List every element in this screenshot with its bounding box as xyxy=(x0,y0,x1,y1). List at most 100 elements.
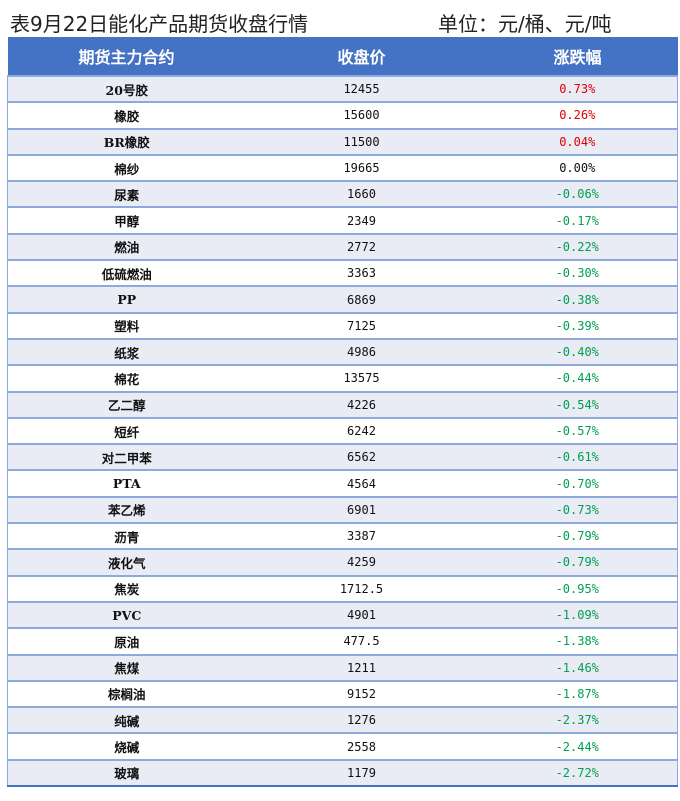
contract-cell: 乙二醇 xyxy=(7,390,246,418)
futures-table: 期货主力合约 收盘价 涨跌幅 20号胶 12455 0.73% 橡胶 15600 0.26… xyxy=(7,37,678,788)
table-row: BR橡胶 11500 0.04% xyxy=(7,127,678,155)
close-price-cell: 7125 xyxy=(245,311,478,339)
change-cell: -2.72% xyxy=(477,758,678,788)
table-row: 纯碱 1276 -2.37% xyxy=(7,706,678,734)
change-cell: -0.44% xyxy=(477,364,678,392)
table-title: 表9月22日能化产品期货收盘行情 xyxy=(10,12,309,36)
change-cell: -0.95% xyxy=(477,574,678,602)
change-cell: -0.79% xyxy=(477,522,678,550)
change-cell: -1.46% xyxy=(477,653,678,681)
contract-cell: 低硫燃油 xyxy=(7,259,246,287)
change-cell: -0.06% xyxy=(477,180,678,208)
table-header-row: 期货主力合约 收盘价 涨跌幅 xyxy=(7,37,678,76)
close-price-cell: 4259 xyxy=(245,548,478,576)
contract-cell: 沥青 xyxy=(7,522,246,550)
table-row: 棉纱 19665 0.00% xyxy=(7,153,678,182)
contract-cell: 棉花 xyxy=(7,364,246,392)
change-cell: -2.37% xyxy=(477,706,678,734)
contract-cell: 原油 xyxy=(7,627,246,655)
table-row: 对二甲苯 6562 -0.61% xyxy=(7,443,678,471)
table-row: 苯乙烯 6901 -0.73% xyxy=(7,495,678,524)
close-price-cell: 3387 xyxy=(245,522,478,550)
change-cell: -2.44% xyxy=(477,732,678,760)
change-cell: -0.40% xyxy=(477,337,678,366)
close-price-cell: 19665 xyxy=(245,153,478,182)
close-price-cell: 4564 xyxy=(245,469,478,497)
change-cell: -0.39% xyxy=(477,311,678,339)
change-cell: -0.38% xyxy=(477,285,678,313)
table-row: 棉花 13575 -0.44% xyxy=(7,364,678,392)
table-row: PP 6869 -0.38% xyxy=(7,285,678,313)
change-cell: -0.73% xyxy=(477,495,678,524)
close-price-cell: 3363 xyxy=(245,259,478,287)
change-cell: 0.04% xyxy=(477,127,678,155)
close-price-cell: 2349 xyxy=(245,206,478,234)
table-row: 塑料 7125 -0.39% xyxy=(7,311,678,339)
table-row: PVC 4901 -1.09% xyxy=(7,600,678,629)
table-row: 甲醇 2349 -0.17% xyxy=(7,206,678,234)
close-price-cell: 15600 xyxy=(245,101,478,129)
close-price-cell: 6869 xyxy=(245,285,478,313)
table-row: 橡胶 15600 0.26% xyxy=(7,101,678,129)
contract-cell: 焦煤 xyxy=(7,653,246,681)
unit-label: 单位：元/桶、元/吨 xyxy=(438,12,612,36)
close-price-cell: 1660 xyxy=(245,180,478,208)
contract-cell: 苯乙烯 xyxy=(7,495,246,524)
close-price-cell: 4901 xyxy=(245,600,478,629)
table-row: 棕榈油 9152 -1.87% xyxy=(7,679,678,708)
close-price-cell: 6562 xyxy=(245,443,478,471)
close-price-cell: 4986 xyxy=(245,337,478,366)
close-price-cell: 2558 xyxy=(245,732,478,760)
contract-cell: 焦炭 xyxy=(7,574,246,602)
table-row: 烧碱 2558 -2.44% xyxy=(7,732,678,760)
table-row: 尿素 1660 -0.06% xyxy=(7,180,678,208)
contract-cell: 棉纱 xyxy=(7,153,246,182)
contract-cell: 棕榈油 xyxy=(7,679,246,708)
contract-cell: 甲醇 xyxy=(7,206,246,234)
change-cell: 0.26% xyxy=(477,101,678,129)
change-cell: -0.61% xyxy=(477,443,678,471)
change-cell: -0.54% xyxy=(477,390,678,418)
table-row: PTA 4564 -0.70% xyxy=(7,469,678,497)
table-row: 低硫燃油 3363 -0.30% xyxy=(7,259,678,287)
contract-cell: 短纤 xyxy=(7,416,246,445)
change-cell: -0.79% xyxy=(477,548,678,576)
close-price-cell: 1712.5 xyxy=(245,574,478,602)
table-row: 沥青 3387 -0.79% xyxy=(7,522,678,550)
contract-cell: 燃油 xyxy=(7,232,246,261)
header-contract: 期货主力合约 xyxy=(7,37,246,76)
contract-cell: 对二甲苯 xyxy=(7,443,246,471)
close-price-cell: 6242 xyxy=(245,416,478,445)
table-row: 焦炭 1712.5 -0.95% xyxy=(7,574,678,602)
table-row: 液化气 4259 -0.79% xyxy=(7,548,678,576)
close-price-cell: 2772 xyxy=(245,232,478,261)
table-row: 燃油 2772 -0.22% xyxy=(7,232,678,261)
table-row: 乙二醇 4226 -0.54% xyxy=(7,390,678,418)
contract-cell: PTA xyxy=(7,469,246,497)
change-cell: -0.30% xyxy=(477,259,678,287)
close-price-cell: 1211 xyxy=(245,653,478,681)
close-price-cell: 4226 xyxy=(245,390,478,418)
contract-cell: PVC xyxy=(7,600,246,629)
contract-cell: 玻璃 xyxy=(7,758,246,788)
close-price-cell: 1179 xyxy=(245,758,478,788)
close-price-cell: 477.5 xyxy=(245,627,478,655)
close-price-cell: 11500 xyxy=(245,127,478,155)
table-row: 玻璃 1179 -2.72% xyxy=(7,758,678,788)
close-price-cell: 9152 xyxy=(245,679,478,708)
contract-cell: 纯碱 xyxy=(7,706,246,734)
change-cell: -1.38% xyxy=(477,627,678,655)
close-price-cell: 13575 xyxy=(245,364,478,392)
table-row: 原油 477.5 -1.38% xyxy=(7,627,678,655)
close-price-cell: 12455 xyxy=(245,74,478,103)
header-close-price: 收盘价 xyxy=(245,37,478,76)
contract-cell: 纸浆 xyxy=(7,337,246,366)
close-price-cell: 6901 xyxy=(245,495,478,524)
contract-cell: 液化气 xyxy=(7,548,246,576)
table-row: 短纤 6242 -0.57% xyxy=(7,416,678,445)
header-change: 涨跌幅 xyxy=(477,37,678,76)
contract-cell: 20号胶 xyxy=(7,74,246,103)
contract-cell: 尿素 xyxy=(7,180,246,208)
contract-cell: 塑料 xyxy=(7,311,246,339)
change-cell: 0.00% xyxy=(477,153,678,182)
